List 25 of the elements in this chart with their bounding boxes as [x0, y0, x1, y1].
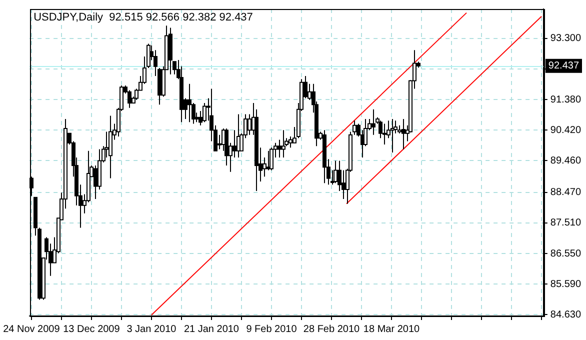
x-tick-label: 13 Dec 2009 — [63, 324, 120, 335]
x-tick-label: 9 Feb 2010 — [246, 324, 298, 335]
candlestick — [188, 83, 192, 123]
chart-title: USDJPY,Daily 92.515 92.566 92.382 92.437 — [34, 12, 253, 24]
y-tick-label: 91.380 — [550, 94, 582, 106]
x-tick-label: 28 Feb 2010 — [303, 324, 360, 335]
y-tick-label: 84.630 — [550, 309, 582, 320]
candlestick — [382, 123, 386, 145]
x-tick-label: 3 Jan 2010 — [126, 324, 177, 335]
candlestick — [278, 139, 282, 158]
y-tick-label: 88.470 — [550, 187, 582, 198]
x-tick-label: 18 Mar 2010 — [363, 324, 420, 335]
y-tick-label: 90.420 — [550, 124, 582, 136]
candlestick — [402, 118, 406, 150]
y-tick-label: 87.510 — [550, 218, 582, 229]
candlestick — [232, 130, 236, 158]
y-tick-label: 93.300 — [550, 33, 582, 44]
y-tick-label: 89.460 — [550, 155, 582, 166]
x-tick-label: 24 Nov 2009 — [3, 324, 60, 335]
y-tick-label: 86.550 — [550, 248, 582, 260]
candlestick — [128, 90, 132, 108]
x-tick-label: 21 Jan 2010 — [184, 324, 240, 335]
ref-line-label: 92.437 — [548, 60, 580, 72]
candlestick — [372, 108, 376, 136]
y-tick-label: 85.590 — [550, 278, 582, 290]
